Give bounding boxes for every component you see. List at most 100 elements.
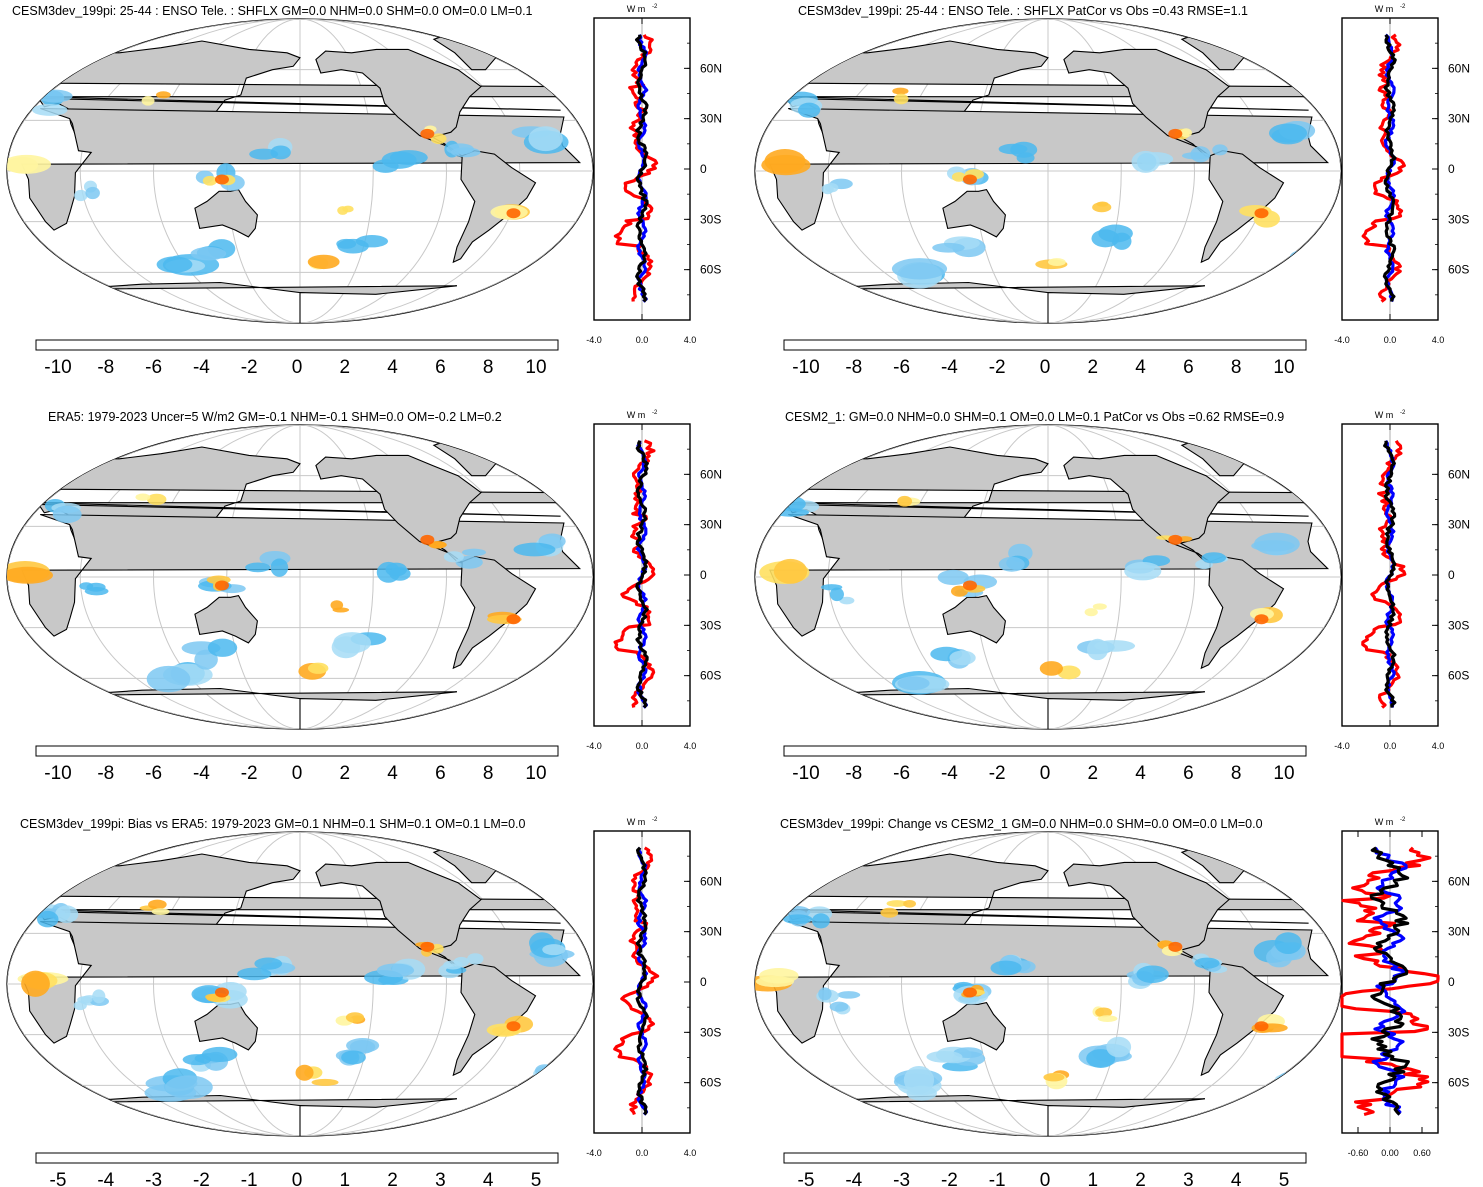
zonal-lat-label: 30N: [700, 518, 722, 532]
anomaly-negative: [270, 145, 291, 160]
anomaly-peak: [1168, 534, 1183, 545]
anomaly-positive: [1084, 608, 1098, 617]
colorbar: -5 -4 -3 -2 -1 0 1 2 3 4 5: [783, 1152, 1307, 1187]
anomaly-positive: [7, 566, 53, 584]
zonal-units-exponent: -2: [652, 817, 658, 823]
colorbar-tick-label: -2: [989, 357, 1006, 378]
colorbar-tick-label: 4: [1231, 1170, 1242, 1187]
colorbar-tick-label: -6: [893, 357, 910, 378]
anomaly-negative: [891, 258, 948, 280]
anomaly-positive: [311, 1078, 339, 1086]
colorbar-tick-label: -2: [241, 763, 258, 784]
colorbar-tick-label: 2: [1088, 357, 1099, 378]
panel-title: CESM3dev_199pi: 25-44 : ENSO Tele. : SHF…: [798, 4, 1248, 18]
colorbar-tick-label: 8: [1231, 763, 1242, 784]
land-antarctica: [67, 281, 457, 323]
zonal-x-label: -4.0: [1334, 335, 1350, 345]
colorbar-frame: [783, 745, 1307, 757]
anomaly-positive: [1095, 1007, 1113, 1018]
zonal-lat-label: 60N: [700, 874, 722, 888]
zonal-lat-label: 60S: [700, 263, 721, 277]
anomaly-negative: [77, 996, 93, 1004]
colorbar-tick-label: 3: [1183, 1170, 1194, 1187]
zonal-curve-black: [634, 34, 649, 303]
colorbar-tick-label: 4: [483, 1170, 494, 1187]
anomaly-negative: [1295, 1068, 1323, 1080]
anomaly-negative: [190, 246, 227, 261]
anomaly-negative: [385, 562, 408, 577]
colorbar-tick-label: -2: [941, 1170, 958, 1187]
zonal-lat-label: 0: [1448, 975, 1455, 989]
colorbar-tick-label: 4: [1135, 763, 1146, 784]
anomaly-positive: [1039, 661, 1064, 676]
land-samerica: [452, 556, 537, 670]
anomaly-negative: [1212, 144, 1228, 156]
map-group: [6, 831, 594, 1137]
anomaly-negative: [897, 676, 930, 691]
anomaly-positive: [141, 95, 155, 106]
colorbar: -5 -4 -3 -2 -1 0 1 2 3 4 5: [35, 1152, 559, 1187]
anomaly-negative: [146, 665, 191, 693]
colorbar-tick-label: 10: [1273, 763, 1294, 784]
anomaly-positive: [1043, 1072, 1065, 1082]
anomaly-negative: [165, 1075, 213, 1100]
zonal-units: W m: [627, 4, 646, 14]
zonal-lat-label: 30S: [1448, 618, 1469, 632]
anomaly-negative: [254, 957, 283, 970]
anomaly-positive: [342, 205, 354, 213]
anomaly-negative: [1274, 932, 1302, 955]
anomaly-peak: [420, 941, 435, 952]
anomaly-negative: [542, 944, 566, 956]
zonal-curve-black: [635, 440, 649, 709]
anomaly-positive: [892, 87, 909, 95]
zonal-units: W m: [1375, 4, 1394, 14]
zonal-curve-black: [635, 846, 649, 1116]
anomaly-negative: [349, 1039, 376, 1054]
zonal-x-label: -4.0: [1334, 741, 1350, 751]
anomaly-negative: [544, 264, 569, 273]
anomaly-negative: [541, 260, 576, 275]
colorbar-tick-label: 6: [435, 763, 446, 784]
colorbar-tick-label: -10: [792, 357, 819, 378]
land-australia: [942, 188, 1006, 238]
colorbar-tick-label: 2: [340, 763, 351, 784]
zonal-x-label: -4.0: [586, 335, 602, 345]
anomaly-positive: [202, 175, 218, 186]
anomaly-positive: [755, 976, 795, 988]
colorbar-tick-label: 10: [1273, 357, 1294, 378]
zonal-lat-label: 0: [700, 975, 707, 989]
zonal-lat-label: 60S: [1448, 1076, 1469, 1090]
zonal-x-label: 4.0: [684, 741, 697, 751]
anomaly-negative: [1278, 1071, 1312, 1085]
anomaly-positive: [148, 899, 167, 910]
anomaly-peak: [1254, 614, 1269, 625]
colorbar-tick-label: -4: [941, 357, 958, 378]
anomaly-positive: [428, 541, 447, 549]
anomaly-negative: [337, 238, 369, 254]
colorbar-frame: [35, 339, 559, 351]
colorbar-tick-label: 1: [1088, 1170, 1099, 1187]
zonal-lat-label: 60S: [700, 669, 721, 683]
anomaly-peak: [420, 534, 435, 545]
zonal-units-exponent: -2: [652, 4, 658, 10]
colorbar-tick-label: 8: [1231, 357, 1242, 378]
zonal-lat-label: 0: [1448, 568, 1455, 582]
zonal-mean-panel: 60N 30N 0 30S 60S -4.0 0.0 4.0 W m -2: [1334, 4, 1470, 345]
anomaly-positive: [951, 172, 967, 182]
anomaly-negative: [1094, 640, 1136, 652]
colorbar-tick-label: 10: [525, 763, 546, 784]
anomaly-negative: [543, 1071, 567, 1082]
anomaly-positive: [135, 493, 151, 501]
anomaly-negative: [237, 967, 272, 981]
anomaly-negative: [270, 558, 289, 577]
land-samerica: [1200, 963, 1285, 1077]
zonal-curve-black: [1383, 440, 1397, 708]
anomaly-positive: [903, 899, 916, 908]
anomaly-negative: [839, 596, 855, 605]
colorbar-tick-label: 4: [387, 763, 398, 784]
colorbar-tick-label: 6: [1183, 763, 1194, 784]
colorbar-tick-label: -10: [792, 763, 819, 784]
zonal-lat-label: 60S: [700, 1076, 721, 1090]
zonal-lat-label: 30S: [700, 1025, 721, 1039]
anomaly-positive: [880, 907, 899, 918]
